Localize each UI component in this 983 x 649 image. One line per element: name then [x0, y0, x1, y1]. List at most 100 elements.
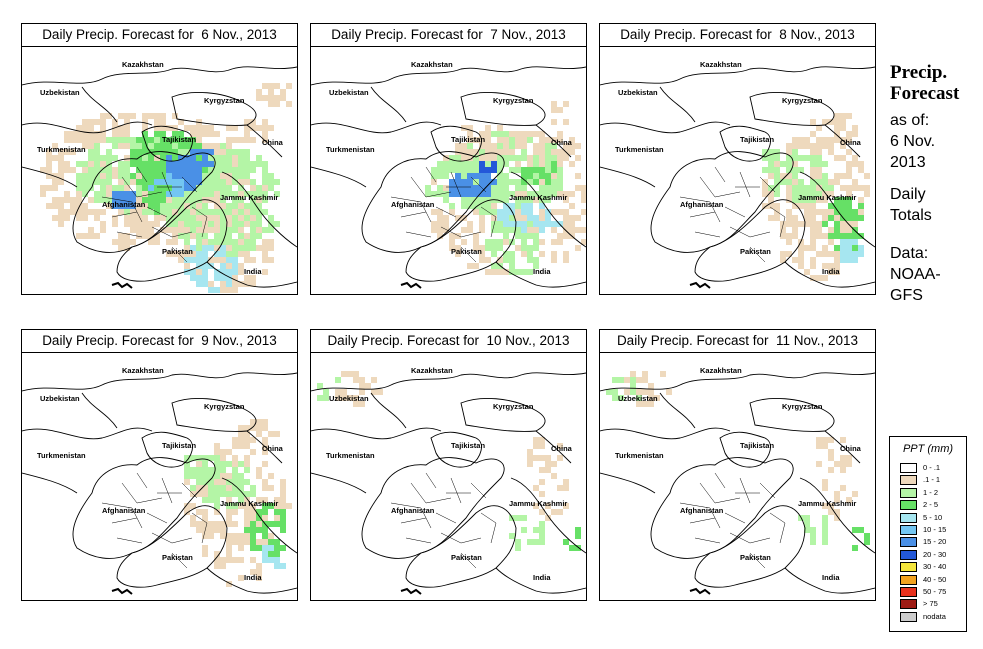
precip-cell — [220, 233, 226, 239]
precip-cell — [88, 137, 94, 143]
precip-cell — [533, 437, 539, 443]
precip-cell — [497, 245, 503, 251]
precip-cell — [136, 227, 142, 233]
precip-cell — [515, 191, 521, 197]
precip-cell — [124, 221, 130, 227]
panel-title: Daily Precip. Forecast for 7 Nov., 2013 — [310, 23, 587, 47]
precip-cell — [220, 251, 226, 257]
precip-cell — [792, 203, 798, 209]
precip-cell — [202, 491, 208, 497]
precip-cell — [226, 149, 232, 155]
precip-cell — [124, 131, 130, 137]
precip-cell — [124, 113, 130, 119]
precip-cell — [82, 185, 88, 191]
precip-cell — [551, 461, 557, 467]
precip-cell — [130, 143, 136, 149]
map-label-china: China — [262, 138, 284, 147]
precip-cell — [190, 173, 196, 179]
precip-cell — [515, 269, 521, 275]
precip-cell — [473, 263, 479, 269]
precip-cell — [226, 515, 232, 521]
precip-cell — [238, 437, 244, 443]
precip-cell — [479, 131, 485, 137]
province-border — [136, 472, 148, 489]
precip-cell — [178, 227, 184, 233]
precip-cell — [822, 479, 828, 485]
province-border — [146, 512, 168, 524]
precip-cell — [88, 149, 94, 155]
precip-cell — [533, 167, 539, 173]
precip-cell — [238, 155, 244, 161]
precip-cell — [455, 251, 461, 257]
precip-cell — [816, 167, 822, 173]
precip-cell — [816, 143, 822, 149]
precip-cell — [575, 173, 581, 179]
precip-cell — [244, 191, 250, 197]
precip-cell — [172, 203, 178, 209]
precip-cell — [100, 191, 106, 197]
precip-cell — [467, 161, 473, 167]
precip-cell — [202, 257, 208, 263]
precip-cell — [798, 197, 804, 203]
precip-cell — [515, 221, 521, 227]
country-border — [311, 427, 442, 440]
precip-cell — [437, 167, 443, 173]
precip-cell — [816, 179, 822, 185]
precip-cell — [64, 191, 70, 197]
precip-cell — [485, 155, 491, 161]
precip-cell — [190, 521, 196, 527]
precip-cell — [58, 149, 64, 155]
precip-cell — [214, 245, 220, 251]
precip-cell — [256, 473, 262, 479]
precip-cell — [196, 173, 202, 179]
country-border — [824, 124, 861, 158]
precip-cell — [846, 257, 852, 263]
precip-cell — [202, 185, 208, 191]
precip-cell — [208, 179, 214, 185]
precip-cell — [840, 455, 846, 461]
precip-cell — [846, 239, 852, 245]
precip-cell — [509, 191, 515, 197]
precip-cell — [58, 197, 64, 203]
precip-cell — [533, 257, 539, 263]
map-label-turkmenistan: Turkmenistan — [615, 145, 664, 154]
province-border — [729, 532, 771, 544]
map-label-jammu-kashmir: Jammu Kashmir — [220, 499, 278, 508]
precip-cell — [226, 179, 232, 185]
precip-cell — [232, 179, 238, 185]
precip-cell — [226, 203, 232, 209]
precip-cell — [220, 257, 226, 263]
precip-cell — [70, 137, 76, 143]
precip-cell — [780, 257, 786, 263]
legend-label: nodata — [923, 611, 946, 621]
precip-cell — [485, 203, 491, 209]
precip-cell — [178, 161, 184, 167]
precip-cells — [40, 83, 292, 293]
precip-cell — [256, 521, 262, 527]
precip-cell — [527, 167, 533, 173]
precip-cell — [238, 173, 244, 179]
province-border — [410, 482, 452, 504]
precip-cell — [172, 143, 178, 149]
precip-cell — [846, 113, 852, 119]
precip-cell — [214, 185, 220, 191]
precip-cell — [220, 563, 226, 569]
precip-cell — [208, 245, 214, 251]
data-label: Data: — [890, 245, 929, 262]
precip-cell — [280, 509, 286, 515]
precip-cell — [208, 227, 214, 233]
country-border — [141, 431, 193, 468]
precip-cell — [545, 167, 551, 173]
precip-cell — [244, 221, 250, 227]
precip-cell — [473, 203, 479, 209]
precip-cell — [822, 209, 828, 215]
precip-cell — [112, 215, 118, 221]
precip-cell — [238, 491, 244, 497]
coastline — [111, 281, 133, 289]
precip-cell — [280, 521, 286, 527]
precip-cell — [503, 173, 509, 179]
precip-cell — [76, 137, 82, 143]
precip-cell — [762, 155, 768, 161]
precip-cell — [792, 143, 798, 149]
precip-cell — [190, 221, 196, 227]
